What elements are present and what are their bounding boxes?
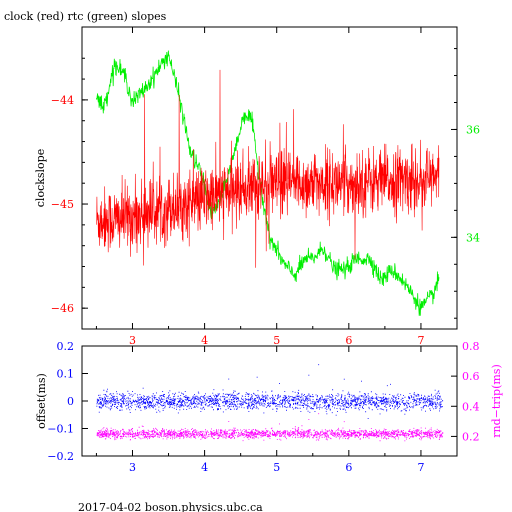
- y-axis-label-offset: offset(ms): [35, 373, 48, 429]
- series-rtc-line: [96, 50, 440, 316]
- top-y2-tick-label: 34: [466, 231, 480, 244]
- footer-host-date: 2017-04-02 boson.physics.ubc.ca: [78, 501, 263, 512]
- y-axis-label-clockslope: clockslope: [34, 149, 47, 207]
- bottom-plot-axes: 3 4 5 6 7 0.2 0.1 0 −0.1 −0.2 0.8 0.6 0.4 0.2: [47, 340, 479, 474]
- top-x-tick-label: 5: [273, 334, 280, 347]
- bottom-y-tick-label: 0: [67, 395, 74, 408]
- bottom-y-tick-label: 0.1: [57, 368, 75, 381]
- bottom-y2-tick-label: 0.2: [462, 430, 480, 443]
- bottom-x-tick-label: 5: [273, 461, 280, 474]
- y2-axis-label-rnd-trip: rnd−trip(ms): [490, 364, 503, 438]
- top-x-tick-label: 6: [345, 334, 352, 347]
- bottom-y-tick-label: 0.2: [57, 340, 75, 353]
- bottom-x-tick-label: 7: [417, 461, 424, 474]
- bottom-y-tick-label: −0.2: [47, 450, 74, 463]
- bottom-x-tick-label: 4: [201, 461, 208, 474]
- bottom-plot-frame: [81, 345, 458, 457]
- bottom-y2-tick-label: 0.4: [462, 400, 480, 413]
- series-clock-line: [96, 69, 440, 268]
- chart-title: clock (red) rtc (green) slopes: [4, 10, 167, 23]
- bottom-x-tick-label: 3: [129, 461, 136, 474]
- top-x-tick-label: 7: [417, 334, 424, 347]
- top-y-tick-label: −45: [51, 198, 74, 211]
- bottom-y2-tick-label: 0.6: [462, 370, 480, 383]
- top-x-tick-label: 3: [129, 334, 136, 347]
- top-y2-tick-label: 36: [466, 123, 480, 136]
- top-plot-data: [96, 50, 440, 316]
- bottom-y2-tick-label: 0.8: [462, 340, 480, 353]
- top-x-tick-label: 4: [201, 334, 208, 347]
- bottom-y-tick-label: −0.1: [47, 423, 74, 436]
- bottom-x-tick-label: 6: [345, 461, 352, 474]
- top-y-tick-label: −46: [51, 302, 74, 315]
- series-rnd-trip-points: [96, 413, 444, 442]
- bottom-plot-data: [96, 364, 444, 442]
- top-y-tick-label: −44: [51, 94, 74, 107]
- series-offset-points: [96, 364, 444, 419]
- top-plot-frame: [81, 26, 458, 330]
